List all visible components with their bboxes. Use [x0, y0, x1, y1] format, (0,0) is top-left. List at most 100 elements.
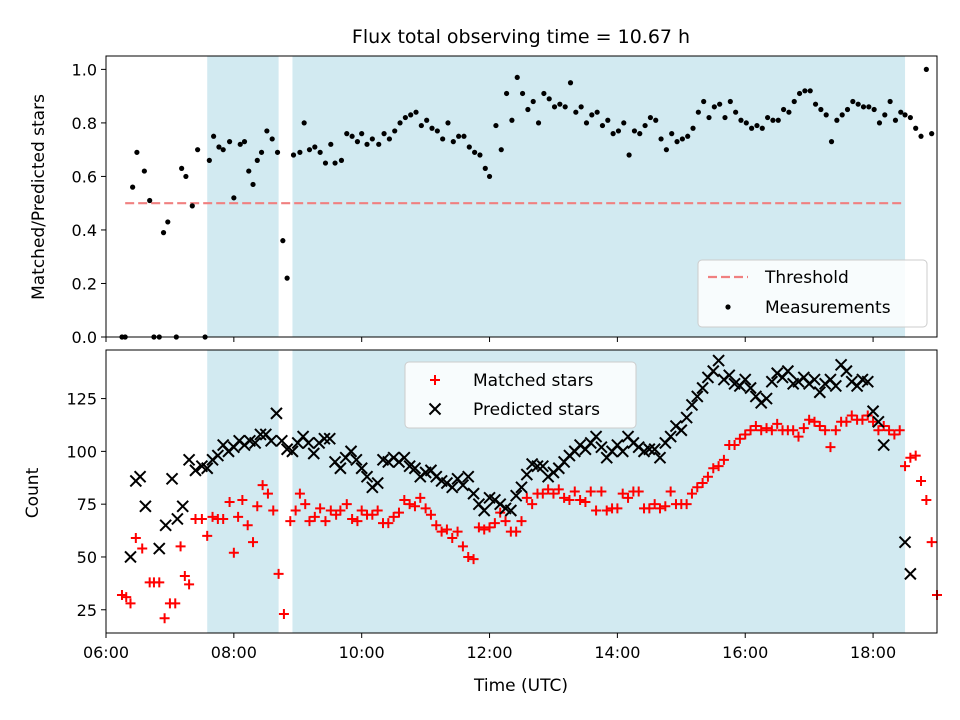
matched-star-point: [644, 503, 655, 514]
matched-star-point: [252, 501, 263, 512]
predicted-star-point: [866, 405, 880, 418]
measurement-point: [658, 136, 664, 142]
measurement-point: [669, 131, 675, 137]
matched-star-point: [905, 452, 916, 463]
matched-star-point: [388, 511, 399, 522]
measurement-point: [237, 141, 243, 147]
matched-star-point: [825, 442, 836, 453]
matched-star-point: [372, 505, 383, 516]
measurement-point: [918, 133, 924, 139]
predicted-star-point: [504, 504, 518, 517]
matched-star-point: [766, 425, 777, 436]
measurement-point: [183, 173, 189, 180]
measurement-point: [369, 136, 375, 142]
predicted-star-point: [456, 478, 470, 492]
matched-star-point: [585, 486, 596, 497]
measurement-point: [189, 203, 195, 209]
matched-star-point: [750, 421, 761, 432]
measurement-point: [626, 152, 632, 158]
measurement-point: [413, 109, 419, 115]
matched-star-point: [894, 425, 905, 436]
bottom-legend-box: [404, 361, 637, 429]
top-ytick-label: 0.4: [72, 221, 97, 240]
measurement-point: [147, 197, 153, 204]
matched-star-point: [756, 425, 767, 436]
predicted-star-point: [898, 535, 912, 549]
predicted-star-point: [153, 542, 166, 555]
measurement-point: [573, 109, 579, 115]
predicted-star-point: [318, 432, 331, 445]
matched-star-point: [596, 486, 607, 497]
matched-star-point: [320, 516, 331, 527]
legend-predicted-swatch: [428, 402, 442, 416]
matched-star-point: [425, 509, 436, 520]
matched-star-point: [521, 492, 532, 503]
measurement-point: [535, 120, 542, 126]
measurement-point: [812, 101, 819, 107]
matched-star-point: [740, 429, 751, 440]
xtick-label: 12:00: [466, 643, 512, 662]
matched-star-point: [237, 494, 248, 505]
matched-star-point: [569, 486, 580, 497]
measurement-point: [482, 165, 488, 171]
predicted-star-point: [171, 512, 184, 526]
predicted-star-point: [248, 436, 262, 450]
matched-star-point: [926, 537, 937, 548]
measurement-point: [258, 149, 265, 155]
measurement-point: [477, 152, 483, 158]
predicted-star-point: [323, 432, 336, 445]
measurement-point: [424, 117, 430, 123]
measurement-point: [466, 144, 472, 150]
matched-star-point: [300, 499, 311, 510]
measurement-point: [583, 120, 590, 126]
matched-star-point: [262, 488, 273, 499]
predicted-star-point: [536, 459, 550, 473]
measurement-point: [250, 181, 256, 188]
matched-star-point: [516, 516, 527, 527]
matched-star-point: [278, 608, 289, 619]
xtick-label: 18:00: [850, 643, 896, 662]
measurement-point: [486, 173, 493, 180]
matched-star-point: [457, 541, 468, 552]
predicted-star-point: [334, 462, 347, 475]
measurement-point: [546, 96, 552, 102]
predicted-star-point: [680, 411, 693, 424]
measurement-point: [206, 157, 212, 163]
predicted-star-point: [462, 470, 475, 483]
measurement-point: [770, 117, 776, 123]
predicted-star-point: [595, 440, 608, 454]
measurement-point: [786, 109, 792, 115]
measurement-point: [440, 136, 446, 142]
matched-star-point: [294, 488, 305, 499]
measurement-point: [631, 128, 638, 134]
measurement-point: [408, 112, 414, 118]
measurement-point: [386, 136, 392, 142]
measurement-point: [876, 120, 883, 126]
matched-star-point: [159, 613, 170, 624]
measurement-point: [839, 112, 845, 118]
measurement-point: [241, 139, 248, 145]
measurement-point: [461, 133, 467, 139]
measurement-point: [834, 117, 840, 123]
measurement-point: [364, 141, 370, 147]
predicted-star-point: [643, 443, 656, 456]
predicted-star-point: [872, 415, 885, 429]
measurement-point: [674, 139, 680, 145]
matched-star-point: [285, 516, 296, 527]
bottom-series-predicted-stars: [124, 354, 917, 581]
predicted-star-point: [264, 434, 278, 448]
matched-star-point: [580, 497, 591, 508]
bottom-legend: Matched stars Predicted stars: [404, 361, 637, 429]
measurement-point: [306, 147, 313, 153]
measurement-point: [312, 144, 318, 150]
matched-star-point: [633, 486, 644, 497]
measurement-point: [907, 114, 913, 121]
chart-title: Flux total observing time = 10.67 h: [352, 26, 690, 48]
legend-matched-label: Matched stars: [473, 371, 593, 391]
matched-star-point: [857, 414, 868, 425]
matched-star-point: [218, 513, 229, 524]
predicted-star-point: [744, 381, 757, 395]
legend-measurements-label: Measurements: [765, 298, 891, 318]
predicted-star-point: [696, 381, 709, 395]
measurement-point: [605, 117, 611, 123]
